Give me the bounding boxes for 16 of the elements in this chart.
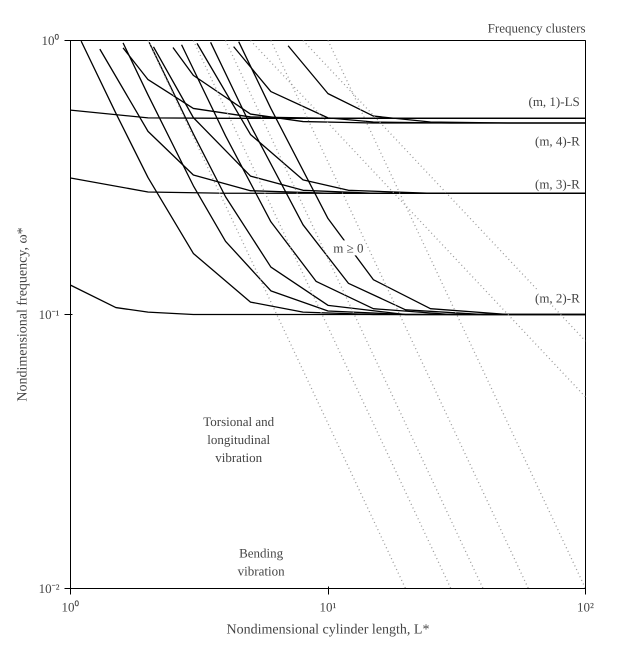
annotation: m ≥ 0 — [333, 240, 364, 256]
x-axis-title: Nondimensional cylinder length, L* — [226, 622, 430, 638]
annotation: Torsional and longitudinal vibration — [203, 414, 275, 465]
y-tick-label: 10⁻¹ — [38, 307, 60, 322]
y-tick-label: 10⁻² — [38, 581, 60, 596]
annotation: (m, 4)-R — [534, 133, 580, 148]
x-tick-label: 10² — [577, 600, 594, 614]
x-tick-label: 10¹ — [320, 600, 337, 614]
y-axis-title: Nondimensional frequency, ω* — [16, 227, 31, 402]
annotation: (m, 3)-R — [534, 176, 580, 192]
annotation: (m, 1)-LS — [528, 94, 580, 109]
text: Frequency clusters — [488, 20, 586, 36]
x-tick-label: 10⁰ — [62, 600, 80, 614]
annotation: (m, 2)-R — [534, 290, 580, 306]
annotation: Bending vibration — [238, 545, 286, 578]
y-tick-label: 10⁰ — [42, 33, 60, 48]
